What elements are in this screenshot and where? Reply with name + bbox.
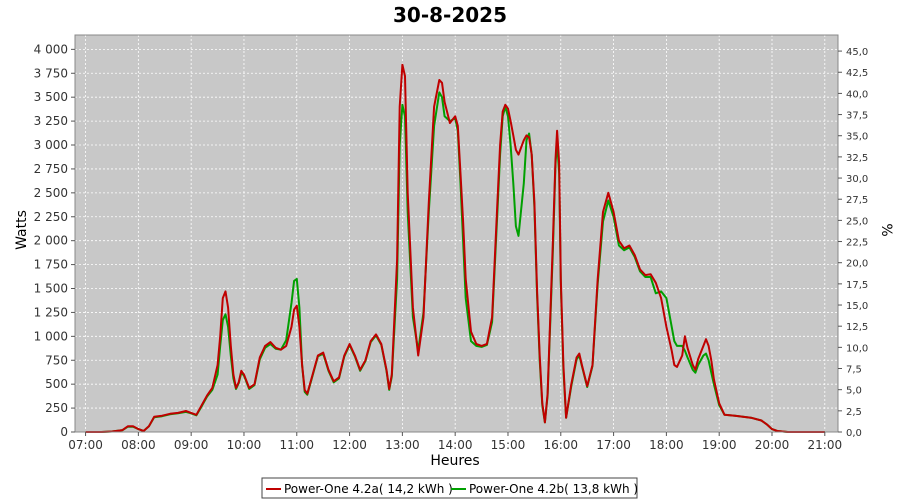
y-right-tick-label: 0,0 bbox=[846, 428, 862, 439]
y-tick-label: 2 250 bbox=[34, 210, 68, 224]
y-right-tick-label: 7,5 bbox=[846, 365, 862, 376]
x-tick-label: 13:00 bbox=[385, 438, 420, 452]
y-axis-right: 0,0 2,5 5,0 7,5 10,0 12,5 15,0 17,5 20,0 22,5 25,0… bbox=[838, 47, 868, 439]
y-right-tick-label: 20,0 bbox=[846, 259, 868, 270]
x-tick-label: 17:00 bbox=[596, 438, 631, 452]
y-right-tick-label: 12,5 bbox=[846, 322, 868, 333]
y-tick-label: 250 bbox=[45, 401, 68, 415]
y-tick-label: 2 500 bbox=[34, 186, 68, 200]
y-right-tick-label: 17,5 bbox=[846, 280, 868, 291]
x-tick-label: 09:00 bbox=[174, 438, 209, 452]
y-tick-label: 2 000 bbox=[34, 234, 68, 248]
y-tick-label: 2 750 bbox=[34, 162, 68, 176]
y-tick-label: 3 500 bbox=[34, 90, 68, 104]
y-axis-left: 0 250 500 750 1 000 1 250 1 500 1 750 2 000 2 250… bbox=[34, 42, 75, 439]
x-tick-label: 11:00 bbox=[279, 438, 314, 452]
y-tick-label: 1 500 bbox=[34, 282, 68, 296]
x-tick-label: 18:00 bbox=[649, 438, 684, 452]
y-tick-label: 3 000 bbox=[34, 138, 68, 152]
x-tick-label: 20:00 bbox=[755, 438, 790, 452]
chart-title: 30-8-2025 bbox=[393, 3, 507, 27]
y-right-tick-label: 10,0 bbox=[846, 343, 868, 354]
x-tick-label: 14:00 bbox=[438, 438, 473, 452]
x-tick-label: 08:00 bbox=[121, 438, 156, 452]
series-layer bbox=[85, 63, 825, 433]
y-right-tick-label: 37,5 bbox=[846, 111, 868, 122]
y-tick-label: 750 bbox=[45, 353, 68, 367]
y-right-tick-label: 30,0 bbox=[846, 174, 868, 185]
y-tick-label: 4 000 bbox=[34, 42, 68, 56]
y-tick-label: 1 250 bbox=[34, 305, 68, 319]
y-right-tick-label: 25,0 bbox=[846, 216, 868, 227]
legend-label-a: Power-One 4.2a( 14,2 kWh ) bbox=[284, 482, 453, 496]
y-tick-label: 1 750 bbox=[34, 258, 68, 272]
x-tick-label: 10:00 bbox=[227, 438, 262, 452]
x-tick-label: 21:00 bbox=[808, 438, 843, 452]
x-axis: 07:00 08:00 09:00 10:00 11:00 12:00 13:00 14:00… bbox=[68, 432, 842, 452]
y-tick-label: 3 750 bbox=[34, 66, 68, 80]
x-tick-label: 16:00 bbox=[543, 438, 578, 452]
legend-box bbox=[261, 477, 638, 499]
x-axis-label: Heures bbox=[430, 453, 479, 469]
y-right-tick-label: 22,5 bbox=[846, 238, 868, 249]
plot-border bbox=[74, 34, 839, 433]
y-right-tick-label: 40,0 bbox=[846, 89, 868, 100]
legend-label-b: Power-One 4.2b( 13,8 kWh ) bbox=[469, 482, 638, 496]
x-tick-label: 15:00 bbox=[491, 438, 526, 452]
x-tick-label: 19:00 bbox=[702, 438, 737, 452]
y-right-tick-label: 15,0 bbox=[846, 301, 868, 312]
x-tick-label: 12:00 bbox=[332, 438, 367, 452]
plot-area bbox=[75, 35, 838, 432]
y-right-tick-label: 45,0 bbox=[846, 47, 868, 58]
y-tick-label: 3 250 bbox=[34, 114, 68, 128]
y-right-tick-label: 5,0 bbox=[846, 386, 862, 397]
y-right-tick-label: 42,5 bbox=[846, 68, 868, 79]
y-tick-label: 0 bbox=[60, 425, 68, 439]
legend: Power-One 4.2a( 14,2 kWh ) Power-One 4.2… bbox=[261, 477, 638, 499]
y-right-tick-label: 32,5 bbox=[846, 153, 868, 164]
y-tick-label: 500 bbox=[45, 377, 68, 391]
y-right-tick-label: 35,0 bbox=[846, 132, 868, 143]
y-right-tick-label: 2,5 bbox=[846, 407, 862, 418]
y-axis-label: Watts bbox=[14, 210, 30, 250]
series-line-a bbox=[85, 63, 825, 433]
x-tick-label: 07:00 bbox=[68, 438, 103, 452]
y-right-tick-label: 27,5 bbox=[846, 195, 868, 206]
y-axis-right-label: % bbox=[878, 223, 894, 236]
y-tick-label: 1 000 bbox=[34, 329, 68, 343]
